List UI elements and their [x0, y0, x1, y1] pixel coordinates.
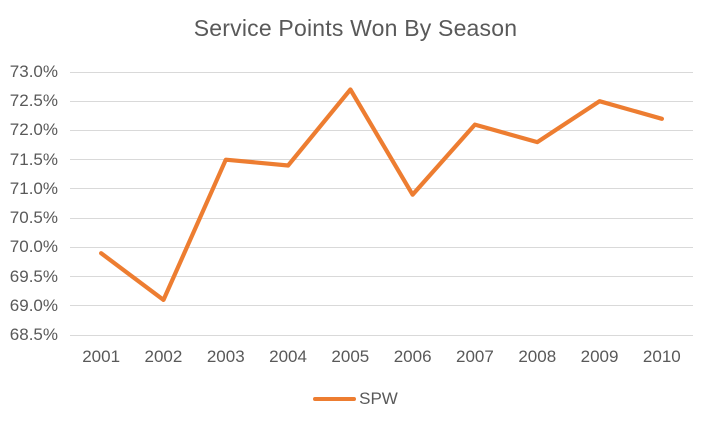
y-axis-tick-label: 69.0%	[9, 295, 58, 315]
x-axis-tick-label: 2008	[518, 347, 557, 366]
x-axis-tick-label: 2003	[206, 347, 245, 366]
x-axis-tick-label: 2010	[642, 347, 681, 366]
gridline	[70, 276, 693, 278]
y-axis-tick-label: 69.5%	[9, 266, 58, 286]
gridline	[70, 159, 693, 161]
gridline	[70, 71, 693, 73]
spw-line	[99, 87, 665, 302]
y-axis-tick-label: 70.5%	[9, 208, 58, 228]
legend-label: SPW	[359, 389, 398, 408]
gridline	[70, 246, 693, 248]
x-axis-tick-label: 2007	[456, 347, 494, 366]
plot-area	[70, 71, 693, 336]
y-axis-tick-label: 73.0%	[9, 62, 58, 81]
legend: SPW	[0, 389, 711, 409]
x-axis-tick-label: 2005	[331, 347, 370, 366]
chart-title: Service Points Won By Season	[193, 15, 518, 41]
y-axis-tick-label: 72.0%	[9, 120, 58, 140]
x-axis-labels: 2001 2002 2003 2004 2005 2006 2007 2008 2009 2010	[70, 347, 693, 367]
legend-line-swatch	[313, 397, 357, 401]
gridline	[70, 100, 693, 102]
y-axis-tick-label: 72.5%	[9, 91, 58, 111]
y-axis-tick-label: 71.0%	[9, 178, 58, 198]
gridline	[70, 334, 693, 336]
x-axis-tick-label: 2002	[144, 347, 183, 366]
y-axis-labels: 73.0% 72.5% 72.0% 71.5% 71.0% 70.5% 70.0% 69.5%…	[0, 63, 58, 344]
x-axis-tick-label: 2009	[580, 347, 619, 366]
spw-line-series	[99, 87, 665, 302]
y-axis-tick-label: 68.5%	[9, 325, 58, 344]
gridline	[70, 305, 693, 307]
x-axis-tick-label: 2004	[269, 347, 307, 366]
y-axis-tick-label: 70.0%	[9, 237, 58, 257]
x-axis-tick-label: 2006	[393, 347, 432, 366]
gridline	[70, 188, 693, 190]
gridline	[70, 217, 693, 219]
x-axis-tick-label: 2001	[82, 347, 121, 366]
y-axis-tick-label: 71.5%	[9, 149, 58, 169]
gridline	[70, 129, 693, 131]
